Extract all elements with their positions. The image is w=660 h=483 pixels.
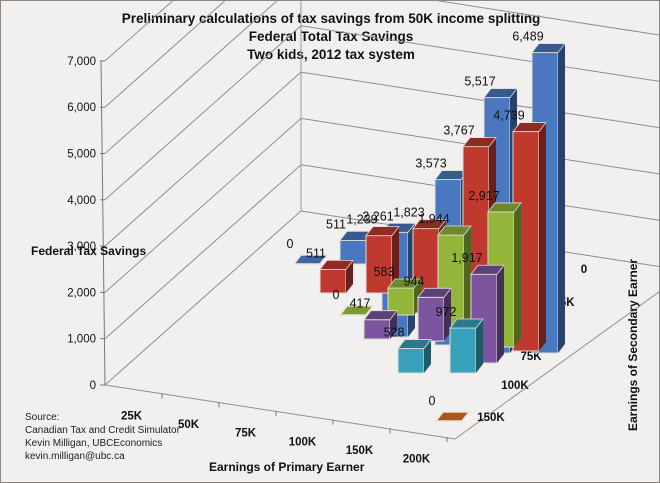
data-label: 3,573 <box>415 157 446 171</box>
data-label: 0 <box>287 237 294 251</box>
data-label: 0 <box>333 288 340 302</box>
z-tick-label: 100K <box>501 380 529 392</box>
data-label: 2,261 <box>362 209 393 223</box>
source-line-1: Canadian Tax and Credit Simulator <box>25 425 180 436</box>
gridline-back <box>436 1 659 36</box>
y-tick-label: 6,000 <box>67 102 96 114</box>
series-100K: 528 972 <box>384 305 484 374</box>
y-tick-label: 5,000 <box>67 149 96 161</box>
chart-subtitle-1: Federal Total Tax Savings <box>248 29 414 44</box>
y-tick-label: 7,000 <box>67 56 96 68</box>
y-tick-label: 0 <box>90 380 96 392</box>
data-label: 972 <box>436 305 457 319</box>
gridline-left <box>104 1 226 108</box>
data-label: 4,739 <box>493 109 524 123</box>
x-axis-title: Earnings of Primary Earner <box>209 460 365 474</box>
data-label: 1,917 <box>451 251 482 265</box>
gridline-back <box>300 25 659 82</box>
data-label: 511 <box>326 217 346 231</box>
series-150K: 0 <box>429 394 471 422</box>
gridline-left <box>104 210 302 386</box>
gridline-left <box>104 25 302 201</box>
gridline-left <box>104 118 302 293</box>
data-label: 583 <box>374 265 395 279</box>
source-note: Source: Canadian Tax and Credit Simulato… <box>25 411 180 463</box>
data-label: 1,944 <box>418 212 449 226</box>
chart-subtitle-2: Two kids, 2012 tax system <box>247 47 415 62</box>
y-tick-label: 1,000 <box>67 334 96 346</box>
x-tick-label: 25K <box>121 410 143 422</box>
data-label: 511 <box>306 246 326 260</box>
gridline-left <box>104 1 278 154</box>
z-tick-label: 75K <box>520 351 542 363</box>
z-axis-title: Earnings of Secondary Earner <box>626 258 640 431</box>
source-heading: Source: <box>25 412 60 423</box>
data-label: 417 <box>350 297 371 311</box>
data-label: 944 <box>404 274 425 288</box>
x-tick-label: 200K <box>403 454 431 466</box>
x-tick-label: 50K <box>178 419 200 431</box>
y-tick-label: 4,000 <box>67 195 96 207</box>
y-tick-label: 2,000 <box>67 287 96 299</box>
z-tick-label: 0 <box>581 264 587 276</box>
gridline-left <box>104 164 302 340</box>
z-tick-label: 150K <box>477 412 505 424</box>
data-label: 6,489 <box>512 30 543 44</box>
y-tick-label: 3,000 <box>67 241 96 253</box>
data-label: 1,239 <box>346 213 377 227</box>
x-tick-label: 75K <box>235 428 257 440</box>
y-axis-title: Federal Tax Savings <box>31 244 147 258</box>
gridline-left <box>104 71 302 247</box>
data-label: 5,517 <box>464 75 495 89</box>
source-line-2: Kevin Milligan, UBCEconomics <box>25 438 163 449</box>
data-label: 528 <box>384 326 405 340</box>
gridline-left <box>104 1 174 62</box>
x-tick-label: 150K <box>346 445 374 457</box>
data-label: 3,767 <box>443 124 474 138</box>
x-tick-label: 100K <box>289 436 317 448</box>
chart-title: Preliminary calculations of tax savings … <box>121 11 541 26</box>
source-line-3: kevin.milligan@ubc.ca <box>25 451 125 462</box>
data-label: 0 <box>429 394 436 408</box>
data-label: 1,823 <box>393 206 424 220</box>
data-label: 2,917 <box>468 189 499 203</box>
